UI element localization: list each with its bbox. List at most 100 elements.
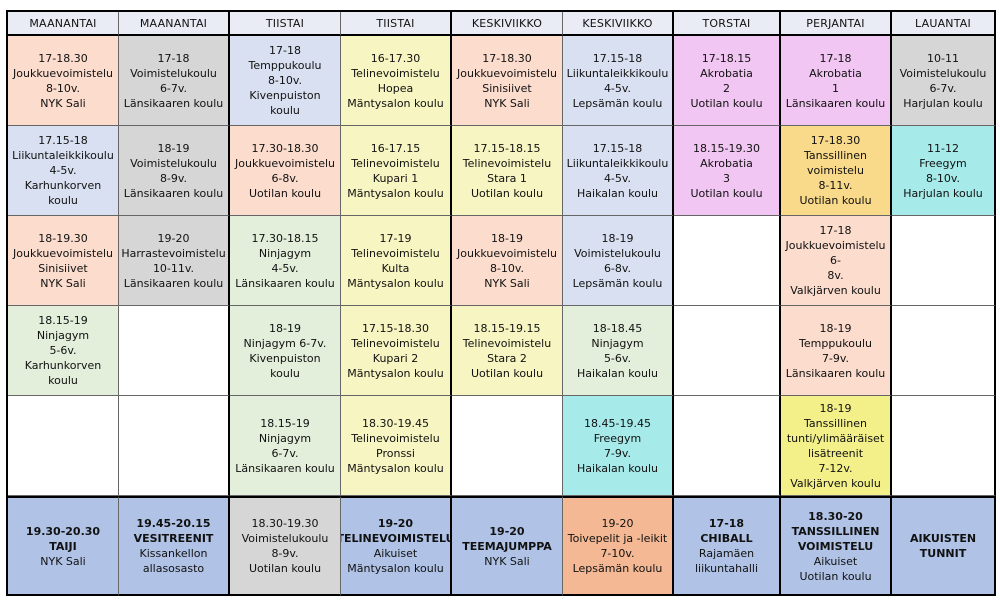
class-detail: Voimistelukoulu [899,66,987,80]
class-detail: Joukkuevoimistelu 6- [785,239,886,267]
class-cell: 17.15-18.30 Telinevoimistelu Kupari 2 Mänty… [341,306,452,396]
class-detail: Länsikaaren koulu [123,276,224,290]
class-detail: Pronssi [376,446,415,460]
class-detail: Akrobatia [700,66,753,80]
class-detail: 7-9v. [603,446,632,460]
class-cell: 18-18.45 Ninjagym 5-6v. Haikalan koulu [563,306,674,396]
class-detail: Ninjagym [36,329,90,342]
class-detail: Ninjagym [258,431,312,445]
class-detail: Akrobatia [700,156,753,170]
class-cell: 18-19 Voimistelukoulu 6-8v. Lepsämän koulu [563,216,674,306]
class-detail: 8-10v. [267,74,303,87]
class-cell: 17.15-18 Liikuntaleikkikoulu 4-5v. Haikalan… [563,126,674,216]
class-detail: 8-10v. [45,81,81,95]
day-header: KESKIVIIKKO [563,12,674,36]
class-detail: 6-8v. [271,171,299,185]
class-detail: VOIMISTELU [797,539,874,553]
class-detail: Voimistelukoulu [130,66,217,80]
adult-class-cell: 19-20 TELINEVOIMISTELU Aikuiset Mäntysalon … [341,496,452,596]
adult-class-cell: 19-20 Toivepelit ja -leikit 7-10v. Lepsämän… [563,496,674,596]
class-detail: 3 [723,171,730,185]
class-time: 17-18 [157,51,190,65]
class-detail: Harjulan koulu [903,96,983,110]
class-cell: 17.30-18.30 Joukkuevoimistelu 6-8v. Uotilan… [230,126,341,216]
class-detail: NYK Sali [40,276,86,290]
class-detail: Voimistelukoulu [574,246,661,260]
class-cell: 17-19 Telinevoimistelu Kulta Mäntysalon kou… [341,216,452,306]
class-detail: 4-5v. [603,171,632,185]
class-detail: Ninjagym 6-7v. [243,336,327,350]
class-detail: TAIJI [49,539,77,553]
class-detail: Mäntysalon koulu [347,366,444,380]
class-detail: allasosasto [142,562,205,575]
class-detail: Liikuntaleikkikoulu [566,156,669,170]
class-detail: Joukkuevoimistelu [13,66,113,80]
class-time: 17-18.30 [810,134,861,147]
day-header: KESKIVIIKKO [452,12,563,36]
adult-class-cell: 19-20 TEEMAJUMPPA NYK Sali [452,496,563,596]
class-cell: 18.15-19.30 Akrobatia 3 Uotilan koulu [674,126,781,216]
class-detail: Toivepelit ja -leikit [567,532,668,545]
class-detail: Aikuiset [373,547,418,560]
class-detail: Joukkuevoimistelu [457,246,557,260]
class-time: 18-19 [819,321,852,335]
class-detail: 7-10v. [600,547,635,560]
class-detail: Tanssillinen [803,416,867,430]
class-time: 18-19.30 [38,231,88,245]
class-time: 17.30-18.15 [251,231,319,245]
day-header: LAUANTAI [892,12,996,36]
class-detail: Joukkuevoimistelu [457,66,557,80]
class-detail: 8-9v. [159,171,188,185]
class-time: 18.15-19 [260,416,310,430]
day-header: TIISTAI [341,12,452,36]
empty-cell [8,396,119,496]
adult-class-cell: 18.30-19.30 Voimistelukoulu 8-9v. Uotilan k… [230,496,341,596]
class-time: 19.30-20.30 [25,524,101,538]
class-detail: Mäntysalon koulu [347,461,444,475]
class-cell: 18-19 Tanssillinen tunti/ylimääräiset lisät… [781,396,892,496]
class-detail: Mäntysalon koulu [347,96,444,110]
class-detail: Uotilan koulu [470,366,544,380]
class-detail: voimistelu [807,164,864,177]
class-detail: Freegym [919,156,967,170]
class-cell: 16-17.30 Telinevoimistelu Hopea Mäntysalon … [341,36,452,126]
class-detail: 7-9v. [821,351,850,365]
class-detail: Telinevoimistelu [462,336,552,350]
class-detail: Mäntysalon koulu [347,186,444,200]
class-detail: 6-7v. [271,446,299,460]
class-time: 17.30-18.30 [251,141,319,155]
class-detail: Karhunkorven koulu [24,179,102,207]
class-detail: 4-5v. [271,261,299,275]
class-detail: Temppukoulu [799,336,872,350]
empty-cell [119,396,230,496]
class-detail: Kivenpuiston koulu [249,89,321,117]
class-detail: 5-6v. [49,344,77,357]
class-detail: VESITREENIT [133,532,214,545]
class-detail: NYK Sali [484,554,530,568]
class-detail: Uotilan koulu [470,186,544,200]
class-time: 18-19 [269,321,301,335]
adult-class-cell: 18.30-20 TANSSILLINEN VOIMISTELU Aikuiset Uo… [781,496,892,596]
class-detail: Voimistelukoulu [241,532,329,545]
class-detail: 7-12v. [818,461,853,475]
class-detail: NYK Sali [40,96,86,110]
class-time: 18.30-19.45 [362,416,429,430]
class-detail: 8-9v. [271,547,299,560]
class-detail: 1 [832,81,839,95]
class-detail: Lepsämän koulu [572,96,663,110]
class-detail: Haikalan koulu [577,366,658,380]
class-cell: 17-18.30 Joukkuevoimistelu 8-10v. NYK Sali [8,36,119,126]
class-detail: Uotilan koulu [690,96,763,110]
class-detail: Lepsämän koulu [572,562,663,575]
class-time: 17-18.30 [482,51,532,65]
class-detail: 6-7v. [159,81,188,95]
adult-class-cell: AIKUISTEN TUNNIT [892,496,996,596]
class-cell: 17-18.30 Joukkuevoimistelu Sinisiivet NYK S… [452,36,563,126]
class-cell: 17.30-18.15 Ninjagym 4-5v. Länsikaaren koul… [230,216,341,306]
class-cell: 18.15-19.15 Telinevoimistelu Stara 2 Uotila… [452,306,563,396]
class-cell: 18-19 Ninjagym 6-7v. Kivenpuiston koulu [230,306,341,396]
class-time: 17-18 [819,224,852,237]
day-header: PERJANTAI [781,12,892,36]
empty-cell [674,216,781,306]
class-cell: 18-19 Voimistelukoulu 8-9v. Länsikaaren kou… [119,126,230,216]
